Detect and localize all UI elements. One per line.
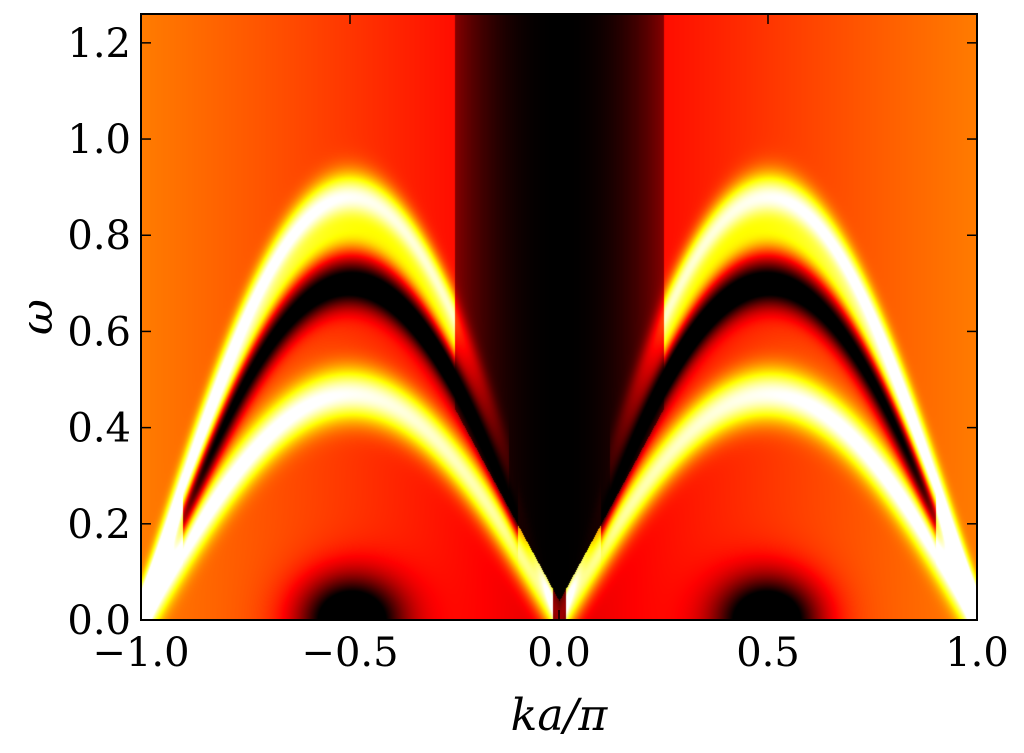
y-tick-label: 1.2 [67, 21, 131, 67]
y-tick-label: 0.2 [67, 502, 131, 548]
x-tick-label: 0.5 [736, 630, 800, 676]
y-axis-label: ω [12, 299, 63, 335]
y-tick-label: 0.0 [67, 598, 131, 644]
y-tick-label: 0.8 [67, 213, 131, 259]
y-tick-label: 1.0 [67, 117, 131, 163]
x-tick-label: 0.0 [527, 630, 591, 676]
y-tick-label: 0.6 [67, 309, 131, 355]
y-axis-ticks: 0.0 0.2 0.4 0.6 0.8 1.0 1.2 [67, 21, 977, 644]
x-tick-label: −0.5 [301, 630, 398, 676]
x-axis-ticks: −1.0 −0.5 0.0 0.5 1.0 [92, 14, 1009, 676]
x-tick-label: −1.0 [92, 630, 189, 676]
y-tick-label: 0.4 [67, 406, 131, 452]
x-axis-label: ka/π [511, 690, 609, 741]
heatmap-image [141, 14, 977, 620]
x-tick-label: 1.0 [945, 630, 1009, 676]
